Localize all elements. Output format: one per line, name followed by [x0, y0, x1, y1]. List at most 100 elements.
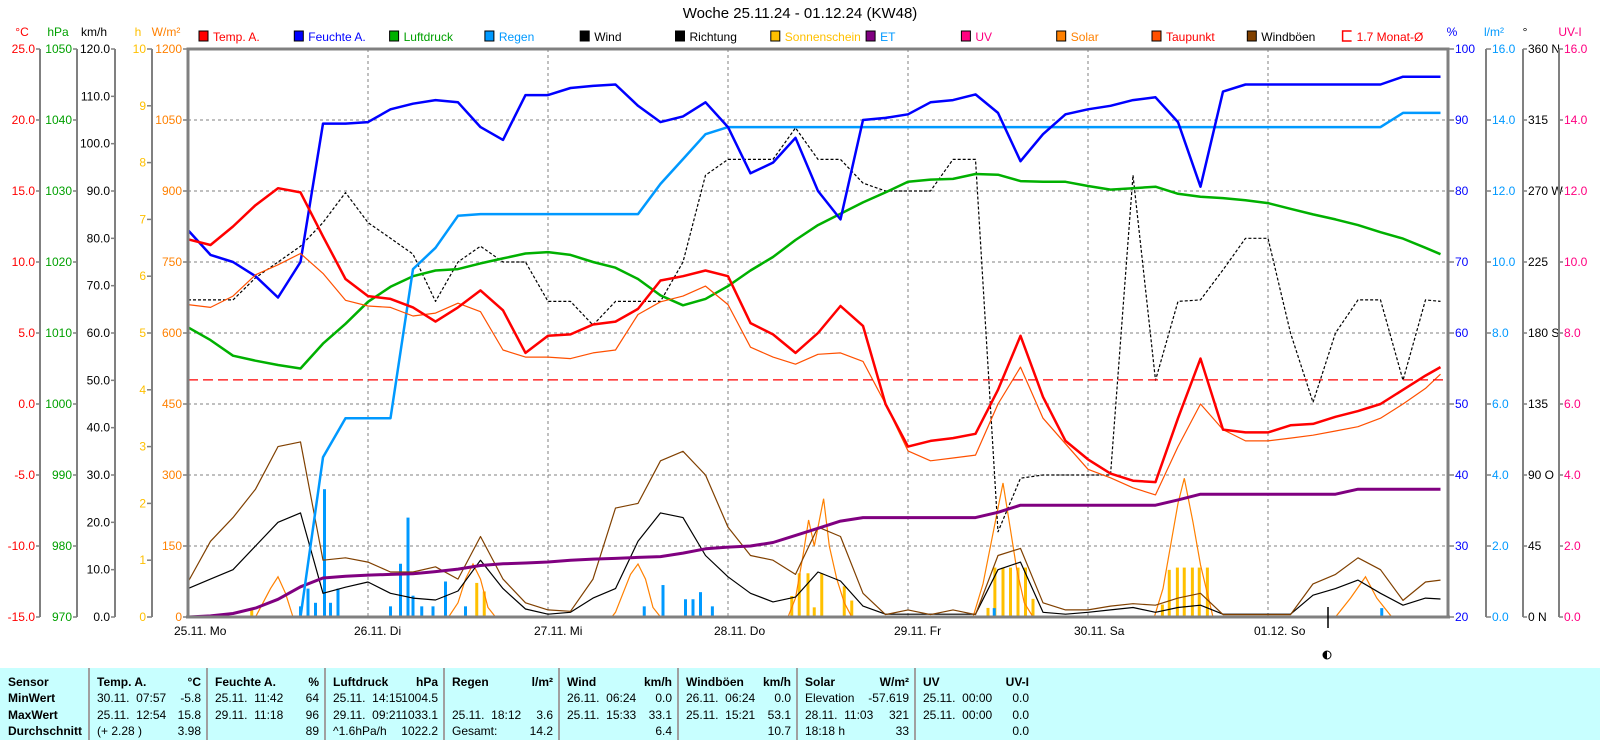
pressure-tick-label: 1010 [45, 326, 72, 340]
legend-item: Feuchte A. [293, 30, 366, 44]
solar-tick-label: 600 [162, 326, 182, 340]
pressure-tick-label: 1030 [45, 184, 72, 198]
legend-label: Sonnenschein [785, 30, 861, 44]
legend-swatch [1246, 30, 1257, 42]
sunshine-tick-label: 8 [139, 156, 146, 170]
rain-tick-label: 10.0 [1492, 255, 1516, 269]
sunshine-tick-label: 3 [139, 440, 146, 454]
sunshine-tick-label: 2 [139, 496, 146, 510]
uv-tick-label: 2.0 [1564, 539, 1581, 553]
humidity-tick-label: 20 [1455, 610, 1469, 624]
rain-bar [431, 606, 435, 617]
column-divider [324, 668, 326, 740]
sunshine-bar [1197, 567, 1201, 617]
legend-item: UV [960, 30, 992, 44]
rain-bar [420, 606, 424, 617]
rain-tick-label: 6.0 [1492, 397, 1509, 411]
legend-swatch [389, 30, 400, 42]
chart-title: Woche 25.11.24 - 01.12.24 (KW48) [682, 5, 918, 22]
table-cell: 18:18 h [805, 724, 846, 738]
table-cell: 25.11. 15:33 [567, 708, 637, 722]
uv-tick-label: 10.0 [1564, 255, 1588, 269]
humidity-axis: % 100 90 80 70 60 50 40 30 20 [1447, 25, 1476, 624]
legend-label: Windböen [1261, 30, 1315, 44]
sunshine-bar [482, 591, 486, 617]
column-divider [677, 668, 679, 740]
legend-item: Solar [1056, 30, 1099, 44]
table-cell: Feuchte A. [215, 675, 276, 689]
table-cell: % [308, 675, 319, 689]
temp-axis: °C 25.0 20.0 15.0 10.0 5.0 0.0 -5.0 -10.0 -15.0 [8, 25, 41, 624]
sunshine-axis-unit: h [135, 25, 142, 39]
rain-bar [1380, 608, 1384, 617]
table-cell: 14.2 [529, 724, 553, 738]
rain-bar [691, 599, 695, 617]
solar-tick-label: 750 [162, 255, 182, 269]
column-divider [796, 668, 798, 740]
table-cell: 1004.5 [401, 691, 438, 705]
legend-label: ET [880, 30, 896, 44]
table-cell: 28.11. 11:03 [805, 708, 874, 722]
table-cell: 89 [305, 724, 319, 738]
table-cell: l/m² [531, 675, 553, 689]
solar-tick-label: 150 [162, 539, 182, 553]
legend-label: Richtung [690, 30, 737, 44]
table-cell: Gesamt: [452, 724, 498, 738]
rain-bar [992, 608, 996, 617]
direction-tick-label: 360 N [1528, 42, 1560, 56]
legend-swatch [770, 30, 781, 42]
table-cell: 0.0 [1012, 691, 1029, 705]
rain-bar [406, 517, 410, 617]
column-divider [88, 668, 90, 740]
sunshine-bar [1167, 569, 1171, 617]
regen-line [188, 111, 1441, 619]
direction-tick-label: 270 W [1528, 184, 1563, 198]
legend-label: Solar [1071, 30, 1099, 44]
wind-tick-label: 30.0 [87, 468, 111, 482]
sunshine-bar [1016, 567, 1020, 617]
humidity-tick-label: 90 [1455, 113, 1469, 127]
weather-chart: °C25.020.015.010.05.00.0-5.0-10.0-15.0hP… [8, 25, 1588, 660]
rain-bar [661, 585, 665, 617]
table-cell: 64 [305, 691, 319, 705]
table-cell: 25.11. 00:00 [923, 708, 993, 722]
uv-tick-label: 14.0 [1564, 113, 1588, 127]
table-cell: 1022.2 [401, 724, 438, 738]
solar-tick-label: 1200 [155, 42, 182, 56]
temp-tick-label: 15.0 [12, 184, 36, 198]
legend-item: Temp. A. [198, 30, 260, 44]
humidity-tick-label: 80 [1455, 184, 1469, 198]
column-divider [206, 668, 208, 740]
day-label: 28.11. Do [714, 624, 765, 638]
legend-item: Taupunkt [1151, 30, 1215, 44]
table-cell: 0.0 [655, 691, 672, 705]
sunshine-bar [1182, 567, 1186, 617]
sunshine-bar [475, 582, 479, 617]
sunshine-bar [850, 600, 854, 617]
table-cell: 33 [895, 724, 909, 738]
table-cell: 30.11. 07:57 [97, 691, 167, 705]
direction-tick-label: 225 [1528, 255, 1548, 269]
wind-tick-label: 10.0 [87, 563, 111, 577]
solar-tick-label: 900 [162, 184, 182, 198]
pressure-tick-label: 970 [52, 610, 72, 624]
feuchte-a-line [187, 75, 1441, 299]
legend-item: ET [865, 30, 896, 44]
sunshine-bar [1024, 567, 1027, 617]
legend-swatch [865, 30, 876, 42]
temp-tick-label: -10.0 [8, 539, 36, 553]
table-cell: 6.4 [655, 724, 672, 738]
wind-axis-unit: km/h [81, 25, 107, 39]
wind-tick-label: 0.0 [93, 610, 110, 624]
table-cell: 25.11. 11:42 [215, 691, 284, 705]
sunshine-tick-label: 10 [133, 42, 147, 56]
sunshine-bar [1175, 567, 1179, 617]
solar-tick-label: 1050 [155, 113, 182, 127]
sunshine-tick-label: 9 [139, 99, 146, 113]
statistics-table: Sensor MinWert MaxWert Durchschnitt Temp. A.… [0, 668, 1600, 740]
rain-bar [399, 563, 402, 617]
table-cell: MinWert [8, 691, 56, 705]
table-cell: 25.11. 12:54 [97, 708, 167, 722]
direction-tick-label: 45 [1528, 539, 1542, 553]
